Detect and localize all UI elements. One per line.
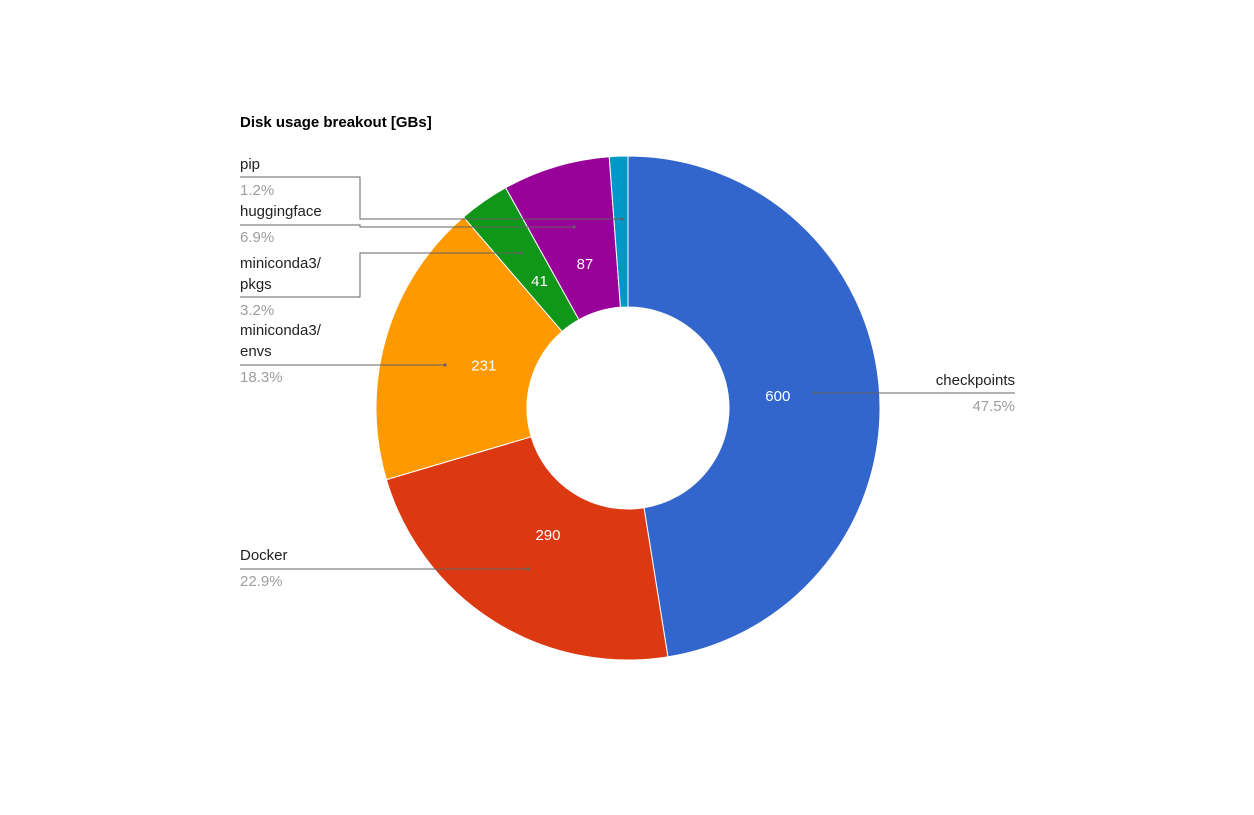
leader-line-miniconda3-pkgs [240, 252, 521, 298]
slice-value-huggingface: 87 [577, 256, 594, 273]
chart-title: Disk usage breakout [GBs] [240, 114, 432, 131]
leader-dot-docker [526, 567, 530, 571]
legend-percent-miniconda3-pkgs: 3.2% [240, 302, 274, 319]
leader-dot-checkpoints [813, 391, 817, 395]
legend-name-miniconda3-envs: miniconda3/envs [240, 322, 322, 360]
slice-miniconda3-envs[interactable] [375, 216, 563, 481]
leader-line-huggingface [240, 224, 574, 228]
legend-name-huggingface: huggingface [240, 203, 322, 220]
slice-value-miniconda3-envs: 231 [471, 358, 496, 375]
leader-dot-pip [620, 217, 624, 221]
leader-dot-miniconda3-pkgs [519, 251, 523, 255]
leader-line-pip [240, 176, 622, 220]
slice-checkpoints[interactable] [627, 155, 881, 658]
slice-docker[interactable] [385, 436, 669, 661]
legend-percent-docker: 22.9% [240, 573, 283, 590]
legend-percent-miniconda3-envs: 18.3% [240, 369, 283, 386]
legend-name-pip: pip [240, 156, 260, 173]
legend-percent-checkpoints: 47.5% [972, 398, 1015, 415]
legend-labels: checkpoints 47.5% Docker 22.9% miniconda3/en… [240, 156, 1015, 590]
legend-name-checkpoints: checkpoints [936, 372, 1015, 389]
slice-value-checkpoints: 600 [765, 388, 790, 405]
slice-value-miniconda3-pkgs: 41 [531, 273, 548, 290]
slice-pip[interactable] [608, 155, 629, 308]
slices-layer [375, 155, 881, 661]
legend-name-miniconda3-pkgs: miniconda3/pkgs [240, 255, 322, 293]
legend-name-docker: Docker [240, 547, 288, 564]
legend-percent-pip: 1.2% [240, 182, 274, 199]
leader-dot-huggingface [572, 225, 576, 229]
slice-value-docker: 290 [535, 527, 560, 544]
slice-value-labels: 600 290 231 41 87 [471, 256, 790, 544]
leader-lines [240, 176, 1015, 571]
leader-dot-miniconda3-envs [443, 363, 447, 367]
legend-percent-huggingface: 6.9% [240, 229, 274, 246]
